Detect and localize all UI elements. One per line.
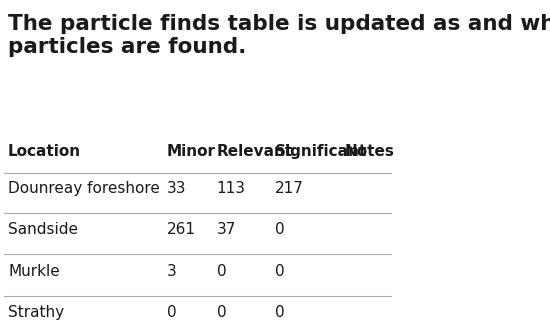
Text: Relevant: Relevant: [217, 144, 293, 159]
Text: Notes: Notes: [344, 144, 394, 159]
Text: The particle finds table is updated as and when
particles are found.: The particle finds table is updated as a…: [8, 14, 550, 57]
Text: 217: 217: [275, 181, 304, 196]
Text: 113: 113: [217, 181, 246, 196]
Text: Strathy: Strathy: [8, 305, 64, 320]
Text: Minor: Minor: [167, 144, 216, 159]
Text: Significant: Significant: [275, 144, 367, 159]
Text: Sandside: Sandside: [8, 222, 78, 237]
Text: 33: 33: [167, 181, 186, 196]
Text: Dounreay foreshore: Dounreay foreshore: [8, 181, 160, 196]
Text: 0: 0: [217, 264, 227, 279]
Text: 261: 261: [167, 222, 195, 237]
Text: 0: 0: [167, 305, 176, 320]
Text: 0: 0: [217, 305, 227, 320]
Text: 0: 0: [275, 264, 284, 279]
Text: 37: 37: [217, 222, 236, 237]
Text: 0: 0: [275, 222, 284, 237]
Text: 3: 3: [167, 264, 176, 279]
Text: 0: 0: [275, 305, 284, 320]
Text: Location: Location: [8, 144, 81, 159]
Text: Murkle: Murkle: [8, 264, 60, 279]
